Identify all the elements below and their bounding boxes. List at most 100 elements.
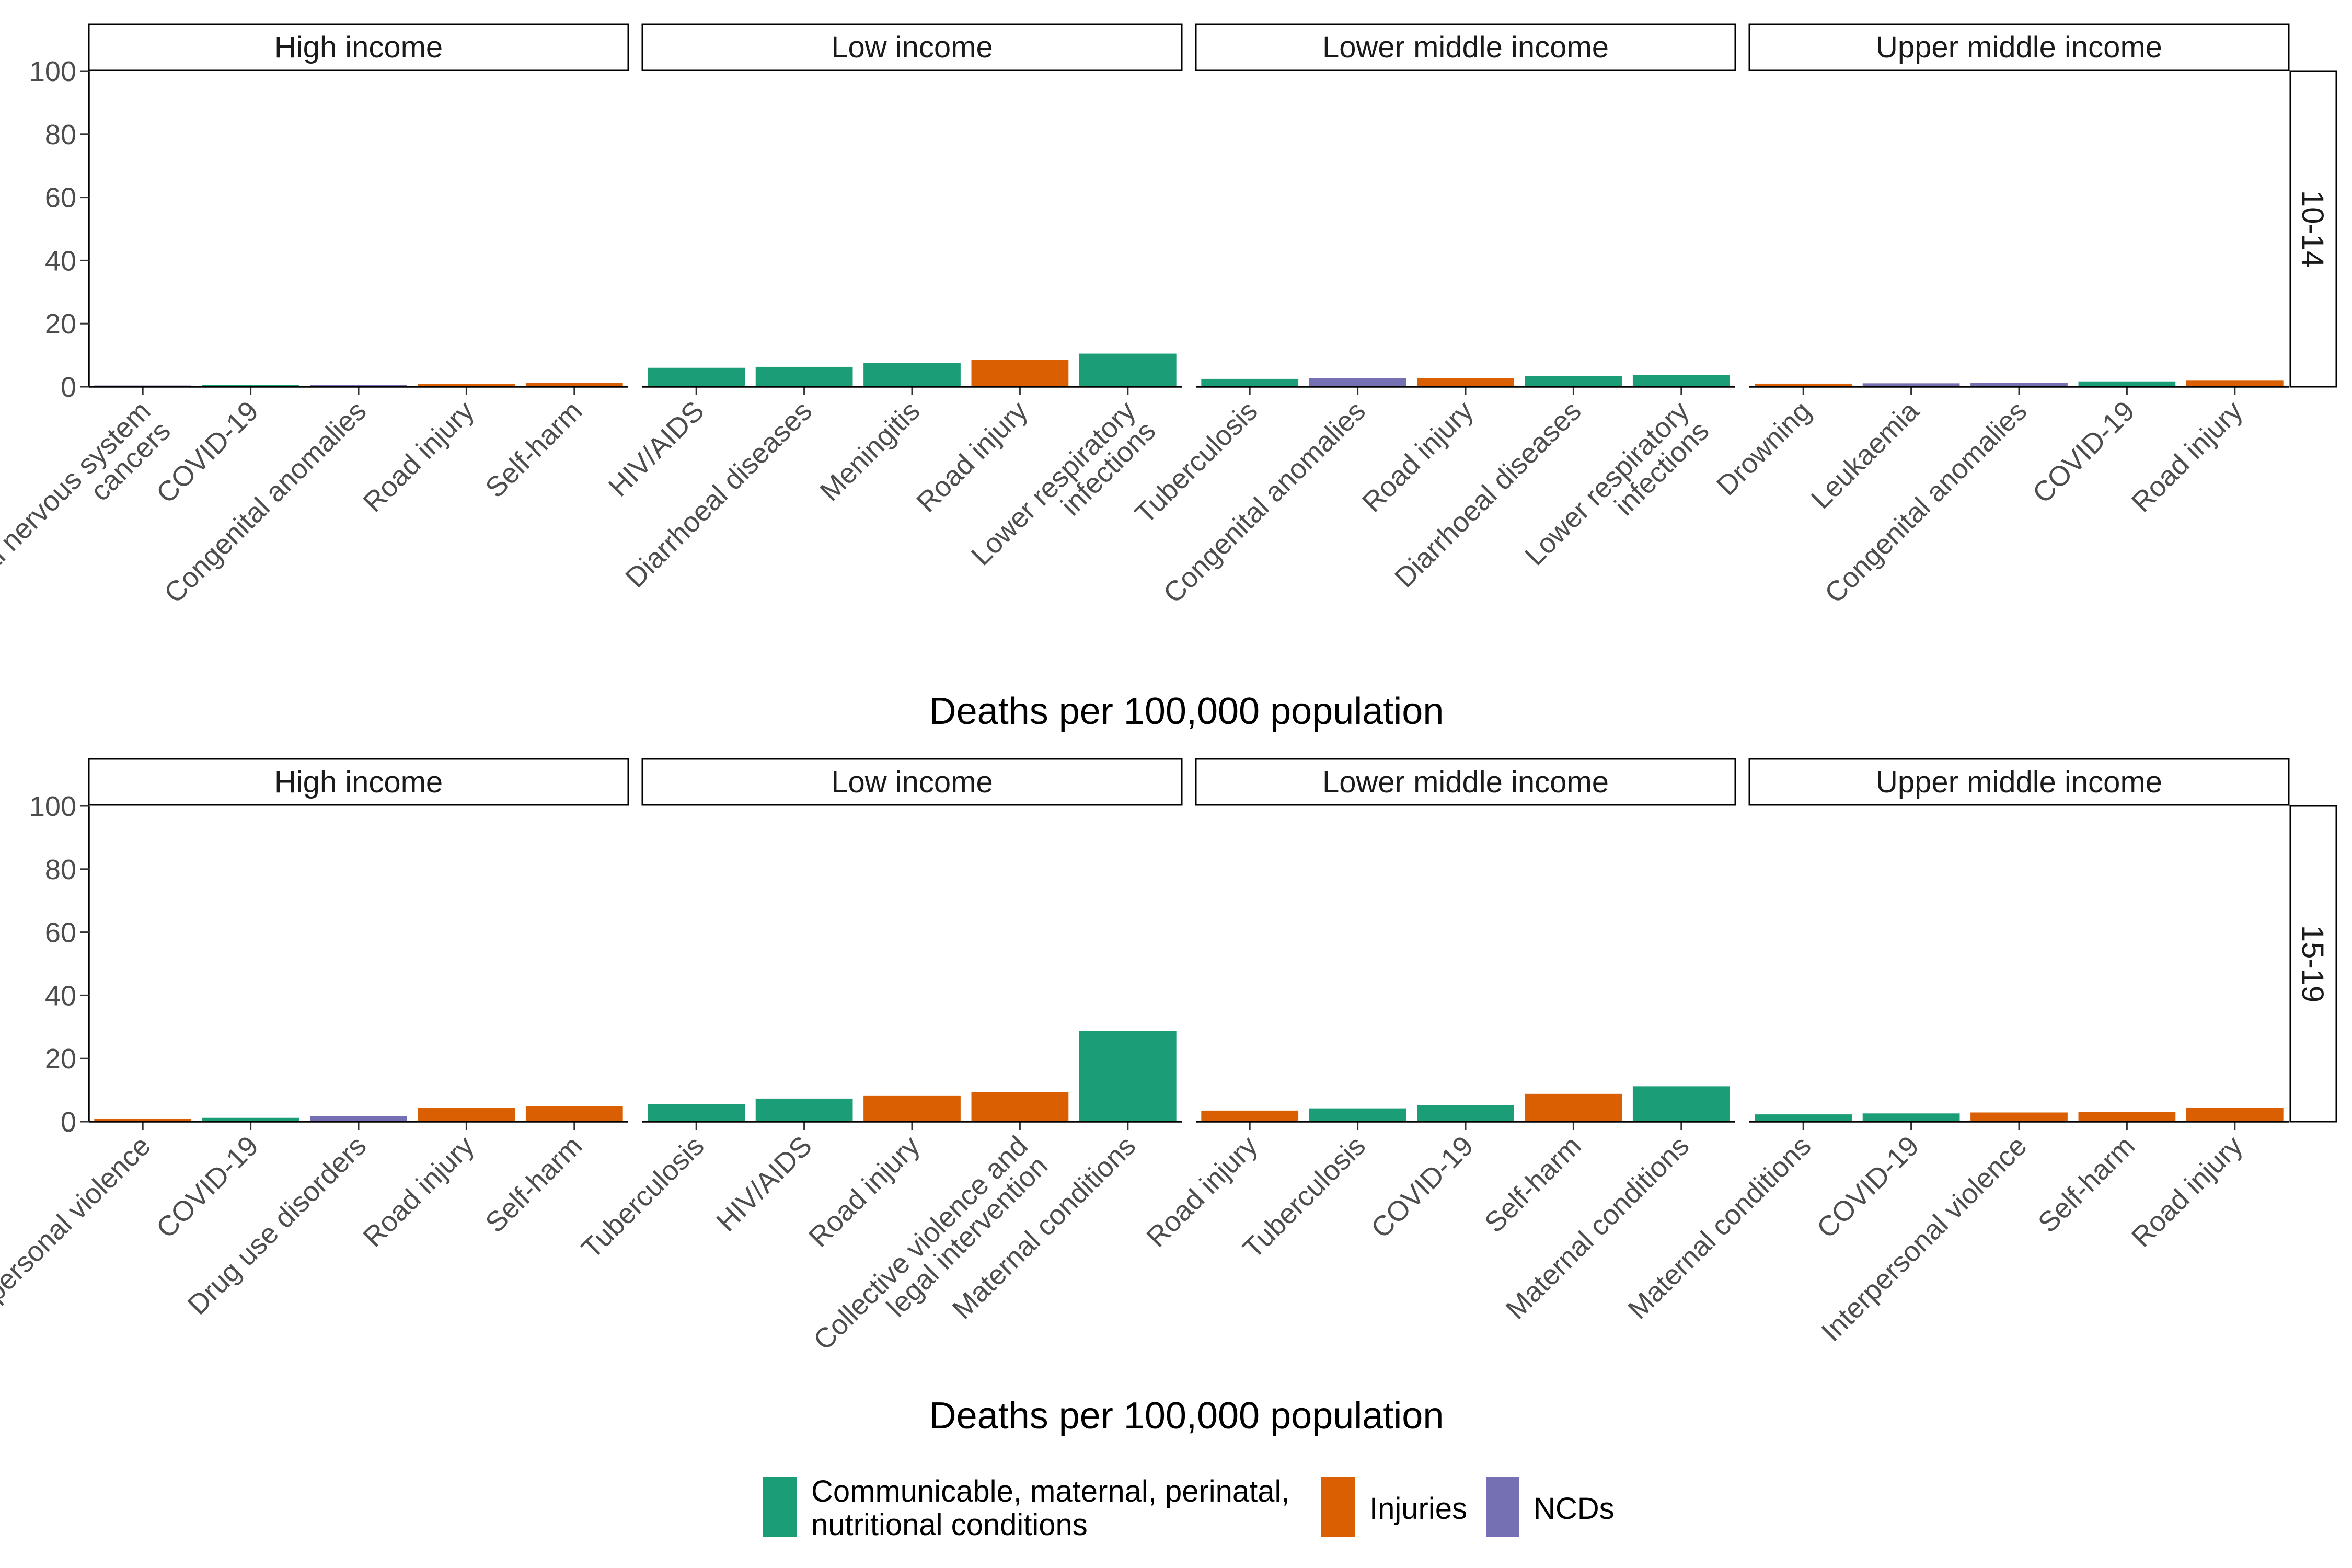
- x-tick-label-line: Congenital anomalies: [1157, 395, 1371, 609]
- bar: [1201, 378, 1299, 387]
- bar: [755, 366, 853, 387]
- bar: [1525, 1093, 1622, 1122]
- bar: [418, 1108, 515, 1122]
- x-tick-label: Tuberculosis: [575, 1130, 710, 1264]
- y-tick-label: 40: [45, 245, 76, 276]
- x-tick-label-line: Drug use disorders: [181, 1130, 372, 1321]
- legend-label: NCDs: [1534, 1492, 1615, 1526]
- x-tick-label-line: COVID-19: [1811, 1130, 1926, 1244]
- x-tick-label: Interpersonal violence: [1815, 1130, 2033, 1347]
- x-tick-label-line: Drowning: [1711, 395, 1817, 502]
- x-tick-label-line: Road injury: [357, 395, 480, 518]
- x-tick-label: Congenital anomalies: [1819, 395, 2033, 609]
- y-tick-label: 80: [45, 119, 76, 151]
- legend-key: [1321, 1477, 1355, 1537]
- x-tick-label: COVID-19: [2026, 395, 2141, 510]
- bar: [1862, 383, 1960, 387]
- panel-strip-box: [641, 758, 1183, 806]
- x-tick-label-line: Leukaemia: [1805, 395, 1926, 515]
- x-tick-label-line: Congenital anomalies: [1819, 395, 2033, 609]
- x-tick-label: Interpersonal violence: [0, 1130, 157, 1347]
- legend-item: Injuries: [1321, 1477, 1467, 1537]
- facet-panel: High income Brain and central nervous sys…: [0, 23, 629, 733]
- legend-item: NCDs: [1486, 1477, 1615, 1537]
- row-strip-label: 15-19: [2296, 925, 2330, 1002]
- y-tick-label: 20: [45, 1043, 76, 1075]
- x-tick-label-line: Road injury: [357, 1130, 480, 1253]
- y-tick-label: 20: [45, 308, 76, 340]
- x-tick-label: COVID-19: [151, 1130, 265, 1244]
- bar: [418, 384, 515, 387]
- panel-strip-label: Lower middle income: [1322, 765, 1609, 799]
- panel-strip-label: High income: [274, 30, 443, 64]
- bar: [1970, 1112, 2068, 1122]
- bar: [1417, 1105, 1514, 1122]
- facet-panel: Lower middle incomeTuberculosisCongenita…: [1129, 23, 1736, 609]
- x-tick-label-line: Interpersonal violence: [0, 1130, 157, 1347]
- x-tick-label-line: Self-harm: [1479, 1130, 1587, 1239]
- x-tick-label: COVID-19: [1365, 1130, 1480, 1244]
- x-tick-label: Brain and central nervous systemcancers: [0, 395, 177, 733]
- legend-label: Communicable, maternal, perinatal, nutrit…: [811, 1474, 1290, 1542]
- bar: [310, 1116, 407, 1122]
- bar: [202, 1117, 299, 1122]
- x-tick-label: Congenital anomalies: [158, 395, 373, 609]
- bar: [863, 363, 961, 387]
- x-tick-label: Road injury: [357, 1130, 480, 1253]
- y-tick-label: 80: [45, 854, 76, 885]
- x-tick-label: HIV/AIDS: [710, 1130, 818, 1238]
- x-tick-label: Road injury: [2126, 1130, 2249, 1253]
- legend-label-line: NCDs: [1534, 1492, 1615, 1526]
- x-tick-label-line: Tuberculosis: [575, 1130, 710, 1264]
- bar: [1201, 1110, 1299, 1122]
- x-tick-label-line: Road injury: [2126, 395, 2249, 518]
- legend-item: Communicable, maternal, perinatal, nutrit…: [763, 1474, 1290, 1542]
- x-tick-label-line: COVID-19: [151, 1130, 265, 1244]
- panel-strip-box: [1195, 758, 1736, 806]
- legend-key: [1486, 1477, 1519, 1537]
- x-tick-label: HIV/AIDS: [603, 395, 710, 503]
- bar: [1079, 353, 1177, 387]
- bar: [525, 1106, 623, 1122]
- y-tick-label: 60: [45, 917, 76, 949]
- x-tick-label-line: Self-harm: [2032, 1130, 2141, 1239]
- facet-panel: High income Interpersonal violenceCOVID-1…: [0, 758, 629, 1347]
- legend: Communicable, maternal, perinatal, nutrit…: [763, 1474, 1615, 1542]
- x-tick-label: Drug use disorders: [181, 1130, 372, 1321]
- bar: [755, 1098, 853, 1122]
- x-tick-label-line: Congenital anomalies: [158, 395, 373, 609]
- panel-strip-box: [1748, 23, 2290, 71]
- row-strip-box: [2289, 805, 2337, 1123]
- x-tick-label: Self-harm: [1479, 1130, 1587, 1239]
- x-tick-label: Congenital anomalies: [1157, 395, 1371, 609]
- x-tick-label-line: COVID-19: [2026, 395, 2141, 510]
- panel-strip-label: Low income: [831, 765, 993, 799]
- x-tick-label: Road injury: [357, 395, 480, 518]
- x-tick-label-line: Road injury: [2126, 1130, 2249, 1253]
- panel-strip-box: [88, 758, 629, 806]
- bar: [1755, 383, 1852, 387]
- y-tick-label: 100: [29, 56, 76, 87]
- row-strip-box: [2289, 70, 2337, 388]
- bar: [1632, 1086, 1730, 1122]
- x-axis-title-top: Deaths per 100,000 population: [929, 690, 1444, 732]
- y-tick-label: 0: [61, 372, 76, 403]
- facet-row-15-19: 0 20 40 60 80 100 15-19 High income Interpersona…: [0, 758, 2337, 1356]
- x-tick-label: Self-harm: [2032, 1130, 2141, 1239]
- x-tick-label-line: Collective violence and: [808, 1130, 1034, 1356]
- panel-strip-label: Lower middle income: [1322, 30, 1609, 64]
- bar: [2186, 1108, 2284, 1122]
- x-axis-title-bottom: Deaths per 100,000 population: [929, 1395, 1444, 1437]
- y-tick-label: 40: [45, 980, 76, 1011]
- panel-strip-box: [88, 23, 629, 71]
- bar: [1970, 383, 2068, 387]
- bar: [971, 360, 1069, 387]
- x-tick-label: COVID-19: [151, 395, 265, 510]
- bar: [971, 1092, 1069, 1122]
- panel-strip-label: Low income: [831, 30, 993, 64]
- bar: [2078, 1112, 2176, 1122]
- x-tick-label: Road injury: [2126, 395, 2249, 518]
